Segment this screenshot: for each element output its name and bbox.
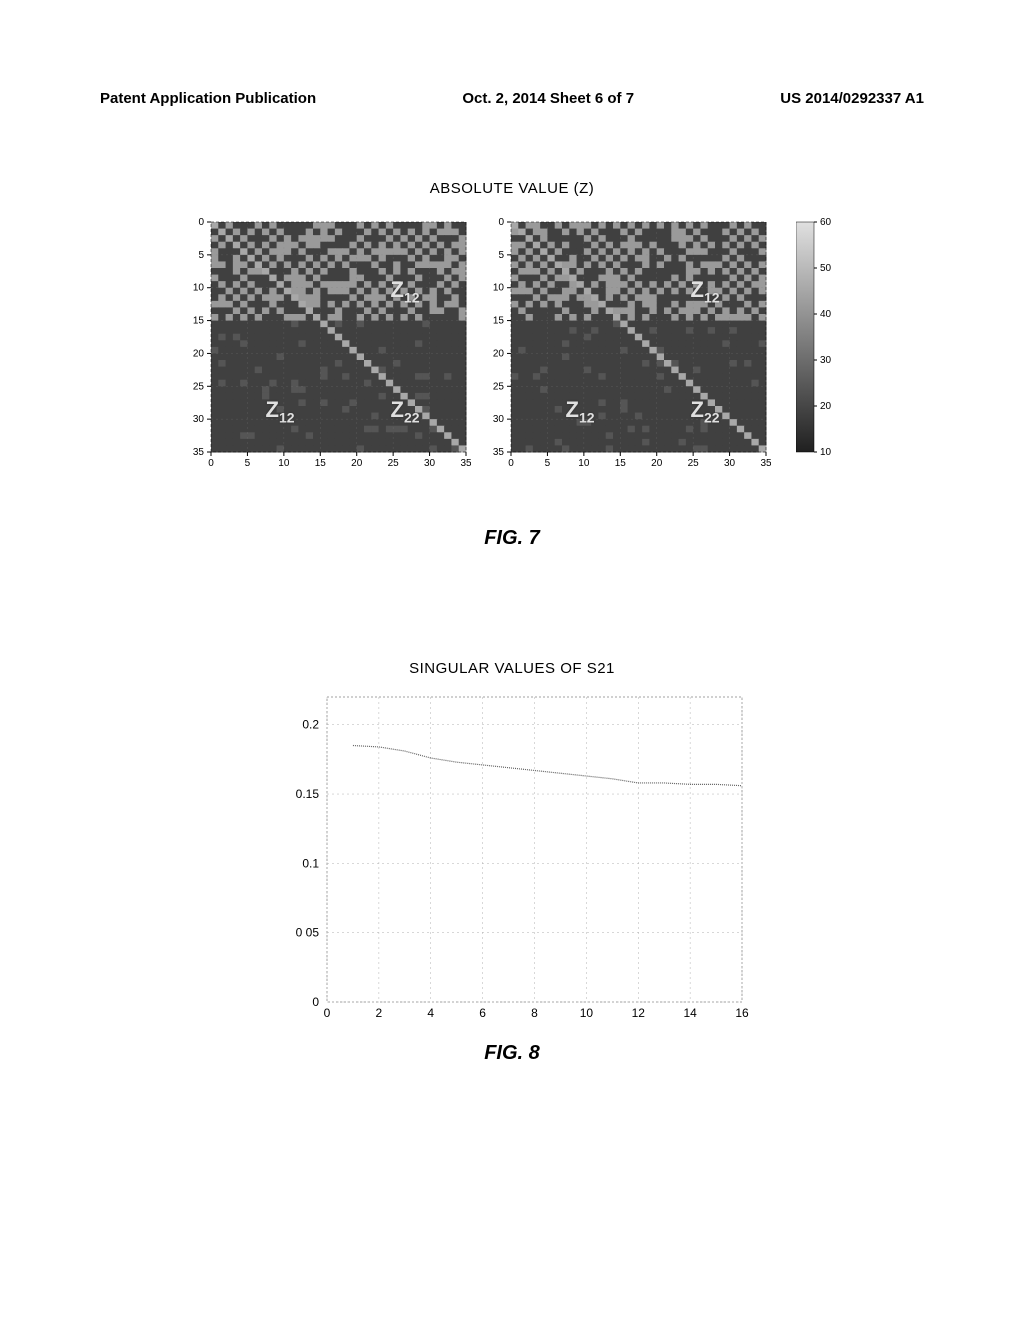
svg-text:25: 25	[492, 381, 504, 392]
svg-text:0.1: 0.1	[302, 856, 319, 870]
svg-text:40: 40	[820, 309, 832, 320]
svg-text:10: 10	[492, 283, 504, 294]
svg-text:10: 10	[192, 283, 204, 294]
svg-text:15: 15	[492, 316, 504, 327]
svg-text:10: 10	[278, 458, 290, 469]
svg-text:0: 0	[498, 217, 504, 228]
svg-text:5: 5	[544, 458, 550, 469]
heatmaps-row: 0 5 10 15 20 25 30 35 0 5 10 15 20 25 30 35 Z12 Z12 Z22 0…	[100, 217, 924, 477]
svg-text:30: 30	[424, 458, 436, 469]
svg-text:35: 35	[492, 447, 504, 458]
quadrant-label: Z12	[391, 277, 420, 305]
colorbar: 10 20 30 40 50 60	[796, 217, 844, 477]
svg-text:12: 12	[632, 1006, 646, 1020]
quadrant-label: Z12	[691, 277, 720, 305]
quadrant-label: Z12	[266, 397, 295, 425]
svg-text:25: 25	[687, 458, 699, 469]
svg-text:30: 30	[492, 414, 504, 425]
fig8-caption: FIG. 8	[100, 1042, 924, 1065]
svg-text:8: 8	[531, 1006, 538, 1020]
svg-text:10: 10	[580, 1006, 594, 1020]
svg-text:0: 0	[508, 458, 514, 469]
fig8-title: SINGULAR VALUES OF S21	[100, 660, 924, 677]
svg-text:30: 30	[820, 355, 832, 366]
svg-text:50: 50	[820, 263, 832, 274]
svg-text:5: 5	[244, 458, 250, 469]
svg-text:0: 0	[198, 217, 204, 228]
quadrant-label: Z22	[691, 397, 720, 425]
figure-8: SINGULAR VALUES OF S21 0 2 4 6 8 10 12 14 16 0 0 0…	[100, 660, 924, 1065]
svg-text:5: 5	[498, 250, 504, 261]
colorbar-svg: 10 20 30 40 50 60	[796, 217, 844, 457]
svg-text:20: 20	[820, 401, 832, 412]
heatmap-right: 0 5 10 15 20 25 30 35 0 5 10 15 20 25 30 35 Z12 Z12 Z22	[481, 217, 771, 477]
figure-7: ABSOLUTE VALUE (Z) 0 5 10 15 20 25 30 35 0 5 10 15 2…	[100, 180, 924, 550]
svg-text:0: 0	[324, 1006, 331, 1020]
page-header: Patent Application Publication Oct. 2, 2…	[0, 90, 1024, 107]
svg-text:4: 4	[427, 1006, 434, 1020]
svg-text:15: 15	[614, 458, 626, 469]
svg-text:30: 30	[724, 458, 736, 469]
svg-text:6: 6	[479, 1006, 486, 1020]
quadrant-label: Z12	[566, 397, 595, 425]
header-center: Oct. 2, 2014 Sheet 6 of 7	[462, 90, 634, 107]
svg-text:15: 15	[192, 316, 204, 327]
svg-text:5: 5	[198, 250, 204, 261]
svg-text:35: 35	[192, 447, 204, 458]
header-right: US 2014/0292337 A1	[780, 90, 924, 107]
svg-text:0: 0	[208, 458, 214, 469]
svg-text:30: 30	[192, 414, 204, 425]
svg-text:20: 20	[351, 458, 363, 469]
svg-text:25: 25	[387, 458, 399, 469]
svg-text:35: 35	[460, 458, 471, 469]
svg-text:0.15: 0.15	[296, 787, 320, 801]
svg-text:20: 20	[192, 348, 204, 359]
svg-text:20: 20	[492, 348, 504, 359]
svg-text:14: 14	[683, 1006, 697, 1020]
svg-text:10: 10	[820, 447, 832, 457]
header-left: Patent Application Publication	[100, 90, 316, 107]
heatmap-right-svg: 0 5 10 15 20 25 30 35 0 5 10 15 20 25 30 35	[481, 217, 771, 477]
fig7-title: ABSOLUTE VALUE (Z)	[100, 180, 924, 197]
svg-text:0 05: 0 05	[296, 926, 320, 940]
svg-text:0.2: 0.2	[302, 718, 319, 732]
svg-text:0: 0	[312, 995, 319, 1009]
quadrant-label: Z22	[391, 397, 420, 425]
fig8-chart-svg: 0 2 4 6 8 10 12 14 16 0 0 05 0.1 0.15 0.2	[272, 687, 752, 1027]
svg-text:20: 20	[651, 458, 663, 469]
svg-text:2: 2	[376, 1006, 383, 1020]
svg-text:25: 25	[192, 381, 204, 392]
fig7-caption: FIG. 7	[100, 527, 924, 550]
heatmap-left-svg: 0 5 10 15 20 25 30 35 0 5 10 15 20 25 30 35	[181, 217, 471, 477]
svg-text:15: 15	[314, 458, 326, 469]
fig8-plot-wrapper: 0 2 4 6 8 10 12 14 16 0 0 05 0.1 0.15 0.2	[100, 687, 924, 1027]
svg-text:60: 60	[820, 217, 832, 228]
svg-text:35: 35	[760, 458, 771, 469]
svg-text:10: 10	[578, 458, 590, 469]
heatmap-left: 0 5 10 15 20 25 30 35 0 5 10 15 20 25 30 35 Z12 Z12 Z22	[181, 217, 471, 477]
svg-text:16: 16	[735, 1006, 749, 1020]
